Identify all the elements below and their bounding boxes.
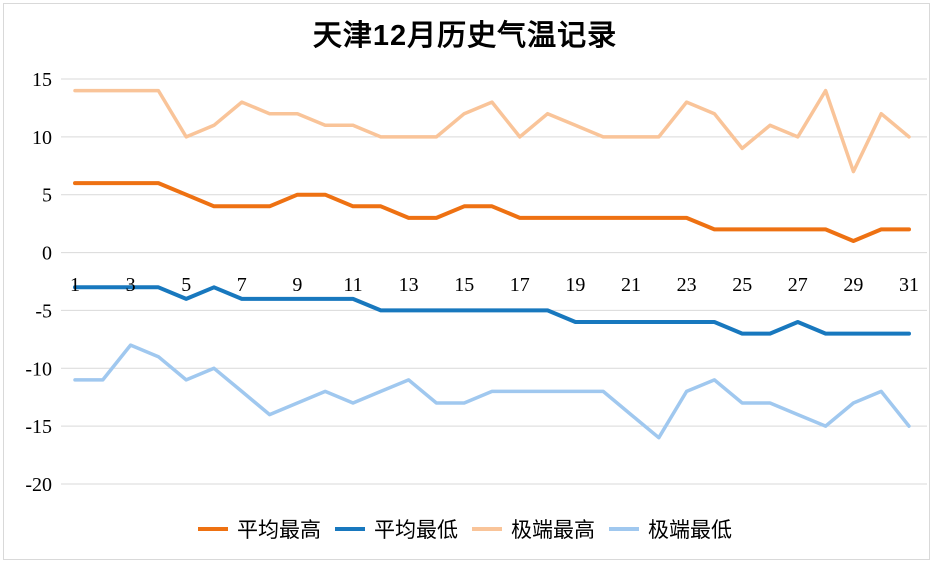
series-line-extreme-max: [73, 88, 911, 174]
legend-label-avg-max: 平均最高: [237, 519, 321, 542]
legend-label-avg-min: 平均最低: [374, 519, 458, 542]
x-tick-label: 1: [70, 274, 80, 296]
legend-label-extreme-min: 极端最低: [648, 519, 732, 542]
legend: 平均最高 平均最低 极端最高 极端最低: [0, 514, 930, 544]
y-tick-label: -5: [35, 300, 52, 322]
legend-item-extreme-max: 极端最高: [472, 514, 595, 544]
legend-swatch-extreme-max: [472, 527, 502, 531]
legend-item-avg-min: 平均最低: [335, 514, 458, 544]
x-tick-label: 17: [510, 274, 530, 296]
y-tick-label: 0: [42, 243, 52, 265]
y-tick-label: -15: [25, 416, 52, 438]
x-tick-label: 31: [899, 274, 919, 296]
series-line-avg-max: [73, 181, 911, 243]
x-tick-label: 7: [237, 274, 247, 296]
x-tick-label: 3: [126, 274, 136, 296]
x-tick-label: 5: [181, 274, 191, 296]
y-tick-label: 5: [42, 185, 52, 207]
x-tick-label: 21: [621, 274, 641, 296]
legend-item-avg-max: 平均最高: [198, 514, 321, 544]
legend-swatch-avg-min: [335, 527, 365, 531]
legend-label-extreme-max: 极端最高: [511, 519, 595, 542]
y-tick-label: 10: [32, 127, 52, 149]
y-tick-label: -20: [25, 474, 52, 496]
series-line-avg-min: [73, 285, 911, 336]
x-tick-label: 23: [677, 274, 697, 296]
x-tick-label: 25: [732, 274, 752, 296]
x-tick-label: 13: [399, 274, 419, 296]
x-tick-label: 29: [843, 274, 863, 296]
legend-swatch-extreme-min: [609, 527, 639, 531]
x-tick-label: 11: [343, 274, 362, 296]
x-tick-label: 27: [788, 274, 808, 296]
y-tick-label: -10: [25, 358, 52, 380]
legend-swatch-avg-max: [198, 527, 228, 531]
x-tick-label: 9: [292, 274, 302, 296]
series-line-extreme-min: [73, 343, 911, 440]
x-tick-label: 19: [565, 274, 585, 296]
x-tick-label: 15: [454, 274, 474, 296]
legend-item-extreme-min: 极端最低: [609, 514, 732, 544]
chart-title: 天津12月历史气温记录: [312, 20, 618, 52]
y-tick-label: 15: [32, 69, 52, 91]
